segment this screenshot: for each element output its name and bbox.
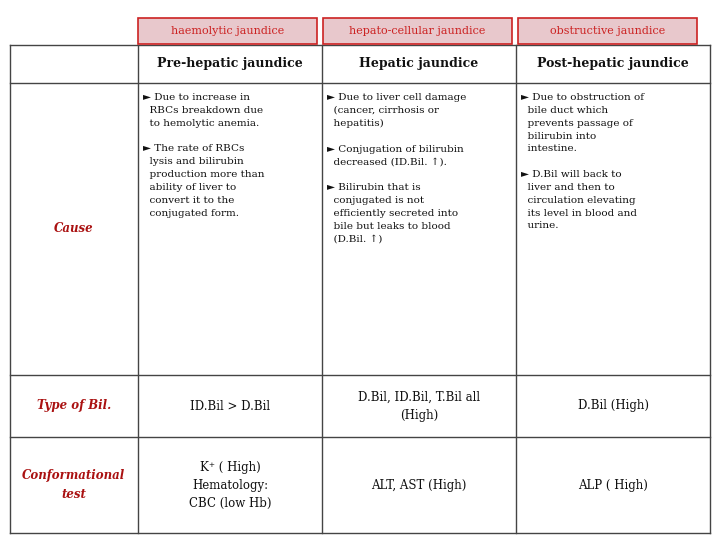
Text: D.Bil (High): D.Bil (High) (577, 400, 649, 413)
Text: ID.Bil > D.Bil: ID.Bil > D.Bil (190, 400, 270, 413)
Text: obstructive jaundice: obstructive jaundice (550, 26, 665, 36)
Text: Post-hepatic jaundice: Post-hepatic jaundice (537, 57, 689, 71)
Text: ► Due to obstruction of
  bile duct which
  prevents passage of
  bilirubin into: ► Due to obstruction of bile duct which … (521, 93, 644, 231)
Text: Pre-hepatic jaundice: Pre-hepatic jaundice (157, 57, 303, 71)
FancyBboxPatch shape (323, 18, 512, 44)
Text: Cause: Cause (54, 222, 94, 235)
FancyBboxPatch shape (518, 18, 697, 44)
Text: Conformational
test: Conformational test (22, 469, 125, 501)
Text: Type of Bil.: Type of Bil. (37, 400, 111, 413)
Text: ALP ( High): ALP ( High) (578, 478, 648, 491)
Text: K⁺ ( High)
Hematology:
CBC (low Hb): K⁺ ( High) Hematology: CBC (low Hb) (189, 461, 271, 510)
Text: Hepatic jaundice: Hepatic jaundice (359, 57, 479, 71)
Text: hepato-cellular jaundice: hepato-cellular jaundice (349, 26, 486, 36)
Text: ALT, AST (High): ALT, AST (High) (372, 478, 467, 491)
Text: ► Due to increase in
  RBCs breakdown due
  to hemolytic anemia.

► The rate of : ► Due to increase in RBCs breakdown due … (143, 93, 264, 218)
Text: ► Due to liver cell damage
  (cancer, cirrhosis or
  hepatitis)

► Conjugation o: ► Due to liver cell damage (cancer, cirr… (327, 93, 467, 244)
Text: haemolytic jaundice: haemolytic jaundice (171, 26, 284, 36)
Text: D.Bil, ID.Bil, T.Bil all
(High): D.Bil, ID.Bil, T.Bil all (High) (358, 390, 480, 422)
FancyBboxPatch shape (138, 18, 317, 44)
